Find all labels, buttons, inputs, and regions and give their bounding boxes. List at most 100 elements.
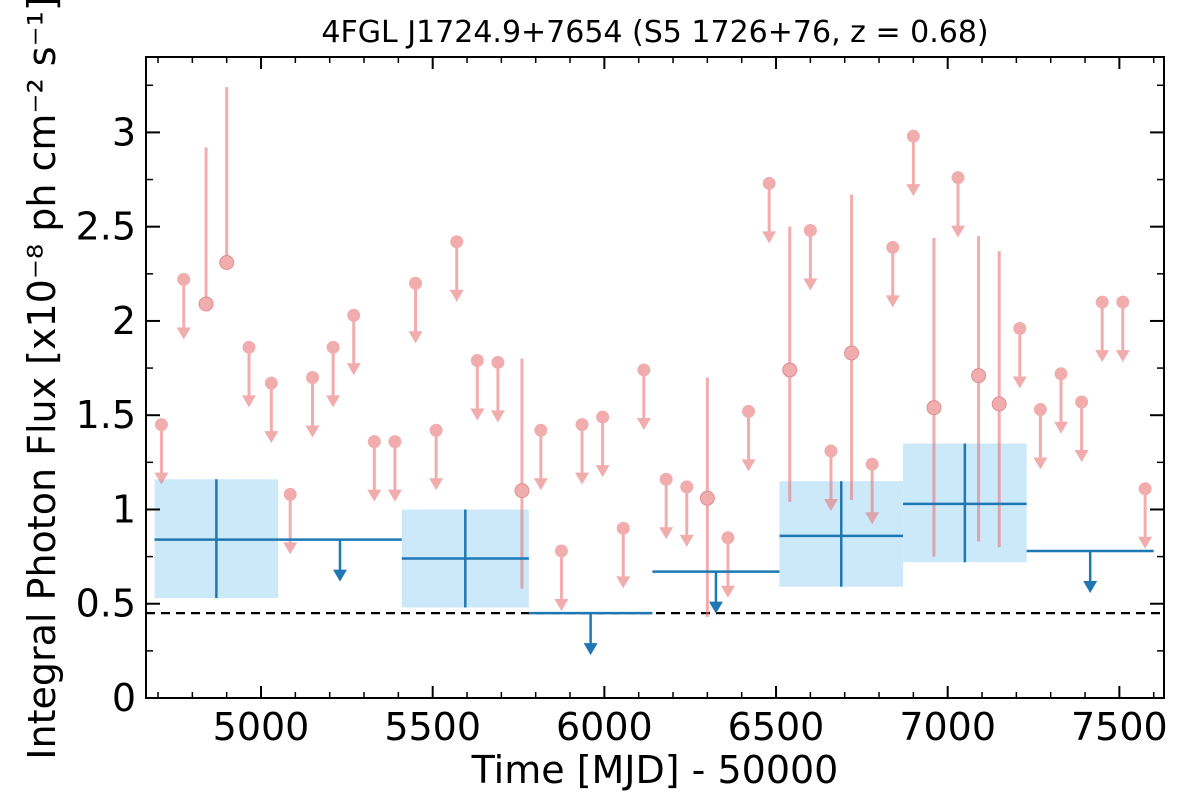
short-bin-point — [699, 490, 715, 506]
short-bin-upper-limit-marker — [659, 472, 673, 486]
short-bin-upper-limit-head — [367, 489, 382, 502]
x-tick-label: 7500 — [1071, 705, 1168, 749]
long-bin-upper-limit-head — [583, 643, 598, 656]
short-bin-upper-limit-head — [429, 478, 444, 491]
short-bin-series — [154, 87, 1153, 617]
short-bin-upper-limit-marker — [721, 531, 735, 545]
chart-title: 4FGL J1724.9+7654 (S5 1726+76, z = 0.68) — [321, 15, 988, 50]
short-bin-upper-limit-marker — [367, 435, 381, 449]
short-bin-upper-limit-head — [865, 512, 880, 525]
short-bin-upper-limit-head — [595, 465, 610, 478]
short-bin-upper-limit-head — [950, 225, 965, 238]
short-bin-upper-limit-marker — [429, 423, 443, 437]
y-axis-label: Integral Photon Flux [x10⁻⁸ ph cm⁻² s⁻¹] — [20, 0, 64, 760]
long-bin-upper-limit-head — [332, 569, 347, 582]
short-bin-upper-limit-marker — [491, 355, 505, 369]
y-tick-label: 1.5 — [76, 393, 136, 437]
short-bin-point — [844, 345, 860, 361]
short-bin-upper-limit-head — [387, 489, 402, 502]
short-bin-upper-limit-marker — [1054, 367, 1068, 381]
short-bin-upper-limit-marker — [951, 171, 965, 185]
short-bin-upper-limit-marker — [534, 423, 548, 437]
short-bin-upper-limit-head — [264, 431, 279, 444]
short-bin-upper-limit-head — [823, 499, 838, 512]
short-bin-upper-limit-marker — [388, 435, 402, 449]
short-bin-point — [926, 400, 942, 416]
long-bin-upper-limit-head — [1083, 580, 1098, 593]
short-bin-point — [991, 396, 1007, 412]
short-bin-upper-limit-head — [741, 459, 756, 472]
short-bin-upper-limit-marker — [637, 363, 651, 377]
short-bin-upper-limit-head — [1053, 421, 1068, 434]
short-bin-upper-limit-head — [326, 395, 341, 408]
y-tick-label: 2 — [112, 299, 136, 343]
short-bin-upper-limit-head — [1012, 376, 1027, 389]
short-bin-upper-limit-head — [242, 395, 257, 408]
y-tick-label: 2.5 — [76, 205, 136, 249]
short-bin-upper-limit-head — [346, 363, 361, 376]
short-bin-upper-limit-marker — [1013, 321, 1027, 335]
short-bin-upper-limit-marker — [177, 272, 191, 286]
x-tick-label: 5500 — [384, 705, 481, 749]
short-bin-upper-limit-marker — [596, 410, 610, 424]
y-tick-label: 3 — [112, 110, 136, 154]
short-bin-upper-limit-marker — [306, 371, 320, 384]
short-bin-upper-limit-marker — [450, 235, 464, 249]
short-bin-upper-limit-marker — [264, 376, 278, 390]
short-bin-upper-limit-marker — [803, 223, 817, 237]
short-bin-upper-limit-head — [906, 184, 921, 197]
short-bin-upper-limit-marker — [1138, 482, 1152, 496]
x-axis-label: Time [MJD] - 50000 — [471, 748, 839, 792]
short-bin-upper-limit-head — [1074, 450, 1089, 463]
short-bin-point — [219, 254, 235, 270]
short-bin-upper-limit-marker — [1095, 295, 1109, 309]
x-tick-label: 6000 — [556, 705, 653, 749]
plot-background — [146, 57, 1164, 698]
x-tick-label: 5000 — [213, 705, 310, 749]
short-bin-upper-limit-head — [1138, 536, 1153, 549]
short-bin-upper-limit-head — [679, 534, 694, 547]
short-bin-upper-limit-marker — [242, 340, 256, 354]
short-bin-point — [782, 362, 798, 378]
short-bin-upper-limit-head — [1115, 350, 1130, 363]
short-bin-upper-limit-marker — [886, 240, 900, 254]
long-bin-upper-limit-head — [708, 601, 723, 614]
short-bin-point — [514, 483, 530, 499]
short-bin-upper-limit-marker — [762, 176, 776, 190]
plot-frame — [145, 56, 1165, 699]
short-bin-upper-limit-marker — [865, 457, 879, 471]
y-tick-label: 0.5 — [76, 582, 136, 626]
short-bin-upper-limit-head — [885, 295, 900, 308]
short-bin-upper-limit-head — [659, 527, 674, 540]
short-bin-point — [198, 296, 214, 312]
short-bin-upper-limit-marker — [554, 544, 568, 558]
short-bin-upper-limit-head — [1033, 457, 1048, 470]
x-tick-label: 7000 — [899, 705, 996, 749]
short-bin-upper-limit-marker — [616, 521, 630, 535]
short-bin-upper-limit-head — [283, 542, 298, 555]
short-bin-upper-limit-head — [762, 231, 777, 244]
short-bin-upper-limit-marker — [824, 444, 838, 458]
short-bin-upper-limit-marker — [575, 418, 589, 432]
short-bin-upper-limit-marker — [470, 354, 484, 368]
y-tick-label: 1 — [112, 487, 136, 531]
short-bin-upper-limit-head — [533, 478, 548, 491]
short-bin-upper-limit-head — [554, 598, 569, 611]
short-bin-upper-limit-head — [154, 472, 169, 485]
short-bin-upper-limit-head — [176, 327, 191, 340]
short-bin-upper-limit-head — [720, 585, 735, 598]
short-bin-upper-limit-head — [636, 417, 651, 430]
short-bin-upper-limit-head — [408, 331, 423, 344]
short-bin-upper-limit-marker — [680, 480, 694, 494]
short-bin-upper-limit-head — [305, 425, 320, 438]
short-bin-upper-limit-marker — [906, 129, 920, 143]
short-bin-upper-limit-marker — [742, 404, 756, 418]
short-bin-upper-limit-marker — [409, 276, 423, 290]
short-bin-upper-limit-marker — [1033, 403, 1047, 417]
short-bin-upper-limit-marker — [154, 418, 168, 432]
short-bin-upper-limit-marker — [283, 487, 297, 501]
short-bin-upper-limit-marker — [1075, 395, 1089, 409]
short-bin-upper-limit-head — [575, 472, 590, 485]
